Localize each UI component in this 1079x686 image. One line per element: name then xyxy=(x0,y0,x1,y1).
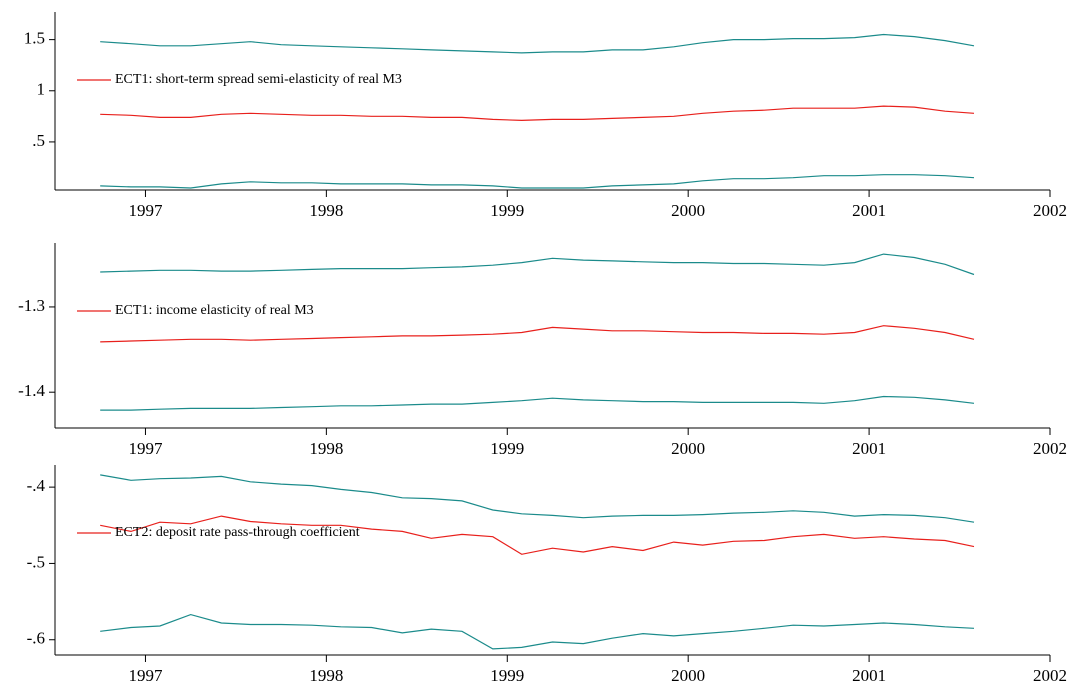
series-line xyxy=(100,395,975,411)
x-tick-label: 1997 xyxy=(128,201,163,220)
legend-label: ECT2: deposit rate pass-through coeffici… xyxy=(115,525,360,540)
x-tick-label: 1999 xyxy=(490,439,524,458)
x-tick-label: 1999 xyxy=(490,201,524,220)
series-line xyxy=(100,325,975,343)
y-tick-label: -.5 xyxy=(27,552,45,571)
series-line xyxy=(100,174,975,189)
x-tick-label: 2001 xyxy=(852,201,886,220)
x-tick-label: 2001 xyxy=(852,439,886,458)
y-tick-label: .5 xyxy=(32,131,45,150)
series-line xyxy=(100,515,975,555)
x-tick-label: 1998 xyxy=(309,201,343,220)
y-tick-label: -1.4 xyxy=(18,381,45,400)
x-tick-label: 2000 xyxy=(671,439,705,458)
y-tick-label: -.6 xyxy=(27,629,45,648)
series-line xyxy=(100,613,975,650)
legend-label: ECT1: short-term spread semi-elasticity … xyxy=(115,72,402,87)
y-tick-label: -1.3 xyxy=(18,296,45,315)
series-line xyxy=(100,105,975,122)
x-tick-label: 1998 xyxy=(309,666,343,685)
legend-label: ECT1: income elasticity of real M3 xyxy=(115,303,314,318)
x-tick-label: 2002 xyxy=(1033,201,1067,220)
x-tick-label: 2001 xyxy=(852,666,886,685)
series-line xyxy=(100,253,975,276)
x-tick-label: 1997 xyxy=(128,666,163,685)
series-line xyxy=(100,33,975,54)
x-tick-label: 1997 xyxy=(128,439,163,458)
y-tick-label: 1 xyxy=(37,80,46,99)
series-line xyxy=(100,474,975,523)
x-tick-label: 2002 xyxy=(1033,439,1067,458)
x-tick-label: 1999 xyxy=(490,666,524,685)
y-tick-label: 1.5 xyxy=(24,29,45,48)
x-tick-label: 1998 xyxy=(309,439,343,458)
y-tick-label: -.4 xyxy=(27,476,46,495)
x-tick-label: 2000 xyxy=(671,201,705,220)
x-tick-label: 2000 xyxy=(671,666,705,685)
x-tick-label: 2002 xyxy=(1033,666,1067,685)
